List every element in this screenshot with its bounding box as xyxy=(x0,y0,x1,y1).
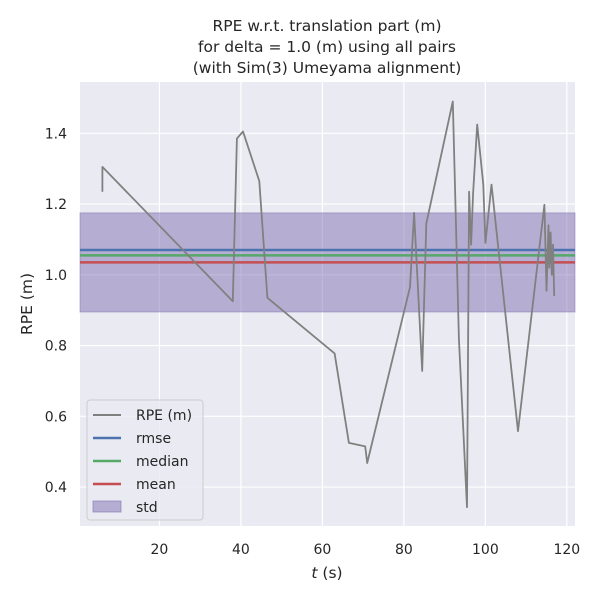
x-tick-label: 20 xyxy=(151,542,169,558)
x-tick-label: 80 xyxy=(395,542,413,558)
x-tick-label: 100 xyxy=(472,542,499,558)
legend-label-std: std xyxy=(136,500,158,516)
legend-label-median: median xyxy=(136,454,188,470)
stat-lines xyxy=(80,248,575,264)
legend-label-rmse: rmse xyxy=(136,431,171,447)
y-tick-label: 1.4 xyxy=(45,126,67,142)
legend-swatch-std xyxy=(92,500,122,513)
y-tick-label: 1.2 xyxy=(45,197,67,213)
chart-title-line-1: RPE w.r.t. translation part (m) xyxy=(212,17,441,35)
y-tick-label: 1.0 xyxy=(45,268,67,284)
y-axis-ticks: 0.4 0.6 0.8 1.0 1.2 1.4 xyxy=(45,126,67,496)
legend-box xyxy=(86,399,204,521)
y-axis-label: RPE (m) xyxy=(18,273,36,335)
x-axis-ticks: 20 40 60 80 100 120 xyxy=(151,542,581,558)
x-axis-label-unit: (s) xyxy=(317,564,342,582)
legend-label-mean: mean xyxy=(136,477,176,493)
chart-title-line-3: (with Sim(3) Umeyama alignment) xyxy=(193,59,462,77)
x-tick-label: 120 xyxy=(553,542,580,558)
chart-title-line-2: for delta = 1.0 (m) using all pairs xyxy=(198,38,456,56)
legend-label-rpe: RPE (m) xyxy=(136,408,192,424)
y-tick-label: 0.4 xyxy=(45,480,67,496)
x-tick-label: 40 xyxy=(232,542,250,558)
legend: RPE (m) rmse median mean std xyxy=(86,399,204,521)
y-tick-label: 0.6 xyxy=(45,409,67,425)
y-tick-label: 0.8 xyxy=(45,339,67,355)
series-layer xyxy=(101,100,556,509)
x-axis-label: t (s) xyxy=(311,564,342,582)
rpe-series-line xyxy=(101,100,556,509)
x-tick-label: 60 xyxy=(313,542,331,558)
chart-title: RPE w.r.t. translation part (m) for delt… xyxy=(193,17,462,77)
x-axis-label-var: t xyxy=(311,564,318,582)
